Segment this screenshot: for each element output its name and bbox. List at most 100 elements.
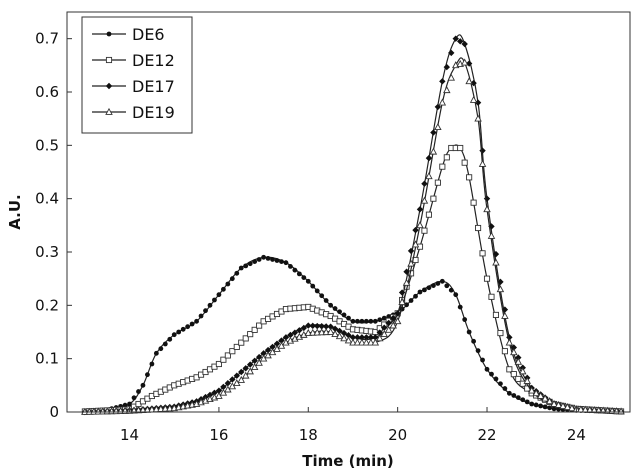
data-point: [212, 297, 217, 303]
data-point: [429, 147, 438, 155]
legend-label: DE6: [132, 25, 165, 44]
data-point: [408, 298, 414, 303]
data-point: [520, 397, 526, 403]
data-point: [542, 404, 548, 410]
legend-marker: [105, 56, 113, 64]
data-point: [220, 356, 227, 363]
data-point: [372, 318, 378, 324]
data-point: [389, 321, 397, 329]
data-point: [256, 322, 263, 329]
data-point: [377, 317, 383, 323]
data-point: [448, 49, 455, 57]
data-point: [381, 324, 388, 331]
data-point: [206, 391, 214, 399]
data-point: [233, 372, 240, 379]
data-point: [439, 278, 445, 284]
data-point: [322, 328, 330, 336]
data-point: [242, 335, 249, 342]
data-point: [403, 268, 410, 275]
data-point: [452, 35, 459, 42]
data-point: [309, 328, 317, 336]
data-point: [331, 329, 339, 337]
data-point: [425, 211, 432, 218]
x-tick-label: 16: [209, 426, 228, 444]
data-point: [180, 326, 186, 332]
data-point: [90, 407, 98, 415]
data-point: [434, 103, 442, 111]
data-point: [167, 336, 173, 342]
data-point: [234, 270, 240, 276]
data-point: [515, 354, 522, 361]
data-point: [493, 376, 499, 382]
data-point: [261, 254, 267, 260]
data-point: [443, 86, 451, 94]
data-point: [203, 308, 208, 314]
data-point: [554, 400, 563, 408]
data-point: [296, 271, 302, 277]
y-tick-label: 0.2: [35, 296, 59, 314]
data-point: [328, 302, 334, 308]
data-point: [304, 328, 313, 336]
data-point: [533, 402, 539, 408]
data-point: [264, 346, 272, 354]
data-point: [176, 329, 182, 335]
data-point: [417, 289, 423, 295]
data-point: [166, 404, 174, 412]
data-point: [243, 263, 249, 269]
data-point: [426, 285, 432, 291]
data-point: [466, 174, 473, 181]
y-tick-label: 0.7: [35, 30, 59, 48]
data-point: [246, 361, 254, 368]
data-point: [480, 357, 485, 363]
data-point: [367, 338, 375, 346]
data-point: [470, 199, 477, 206]
data-point: [355, 318, 360, 324]
data-point: [461, 40, 468, 48]
data-point: [404, 302, 409, 308]
series-line: [84, 144, 622, 413]
legend-marker: [106, 31, 112, 37]
data-point: [349, 334, 357, 341]
data-point: [457, 38, 464, 45]
data-point: [492, 258, 500, 266]
data-point: [501, 311, 509, 319]
data-point: [220, 383, 227, 391]
data-point: [161, 404, 170, 412]
data-point: [278, 337, 285, 344]
data-point: [313, 328, 321, 336]
data-point: [224, 352, 231, 359]
data-point: [448, 287, 454, 293]
data-point: [393, 317, 402, 325]
data-point: [296, 327, 303, 334]
y-tick-label: 0: [49, 403, 59, 421]
data-point: [532, 389, 540, 397]
data-point: [471, 338, 477, 344]
data-point: [229, 348, 236, 355]
data-point: [568, 404, 576, 412]
data-point: [242, 365, 249, 372]
data-point: [407, 259, 415, 267]
data-point: [317, 328, 326, 336]
data-point: [140, 382, 146, 388]
data-point: [439, 78, 446, 85]
data-point: [127, 401, 132, 407]
data-point: [420, 196, 429, 204]
data-point: [425, 154, 433, 162]
data-point: [131, 395, 137, 401]
data-point: [524, 399, 530, 405]
data-point: [514, 357, 523, 365]
data-point: [510, 344, 518, 351]
data-point: [541, 394, 549, 402]
data-point: [237, 375, 246, 383]
data-point: [501, 348, 508, 355]
data-point: [421, 180, 428, 187]
data-point: [340, 329, 348, 337]
data-point: [412, 226, 419, 234]
series-DE19: [81, 57, 625, 415]
x-tick-label: 20: [388, 426, 407, 444]
data-point: [354, 334, 361, 341]
x-tick-label: 14: [120, 426, 139, 444]
data-point: [483, 275, 491, 282]
data-point: [238, 368, 245, 376]
y-tick-label: 0.4: [35, 190, 59, 208]
